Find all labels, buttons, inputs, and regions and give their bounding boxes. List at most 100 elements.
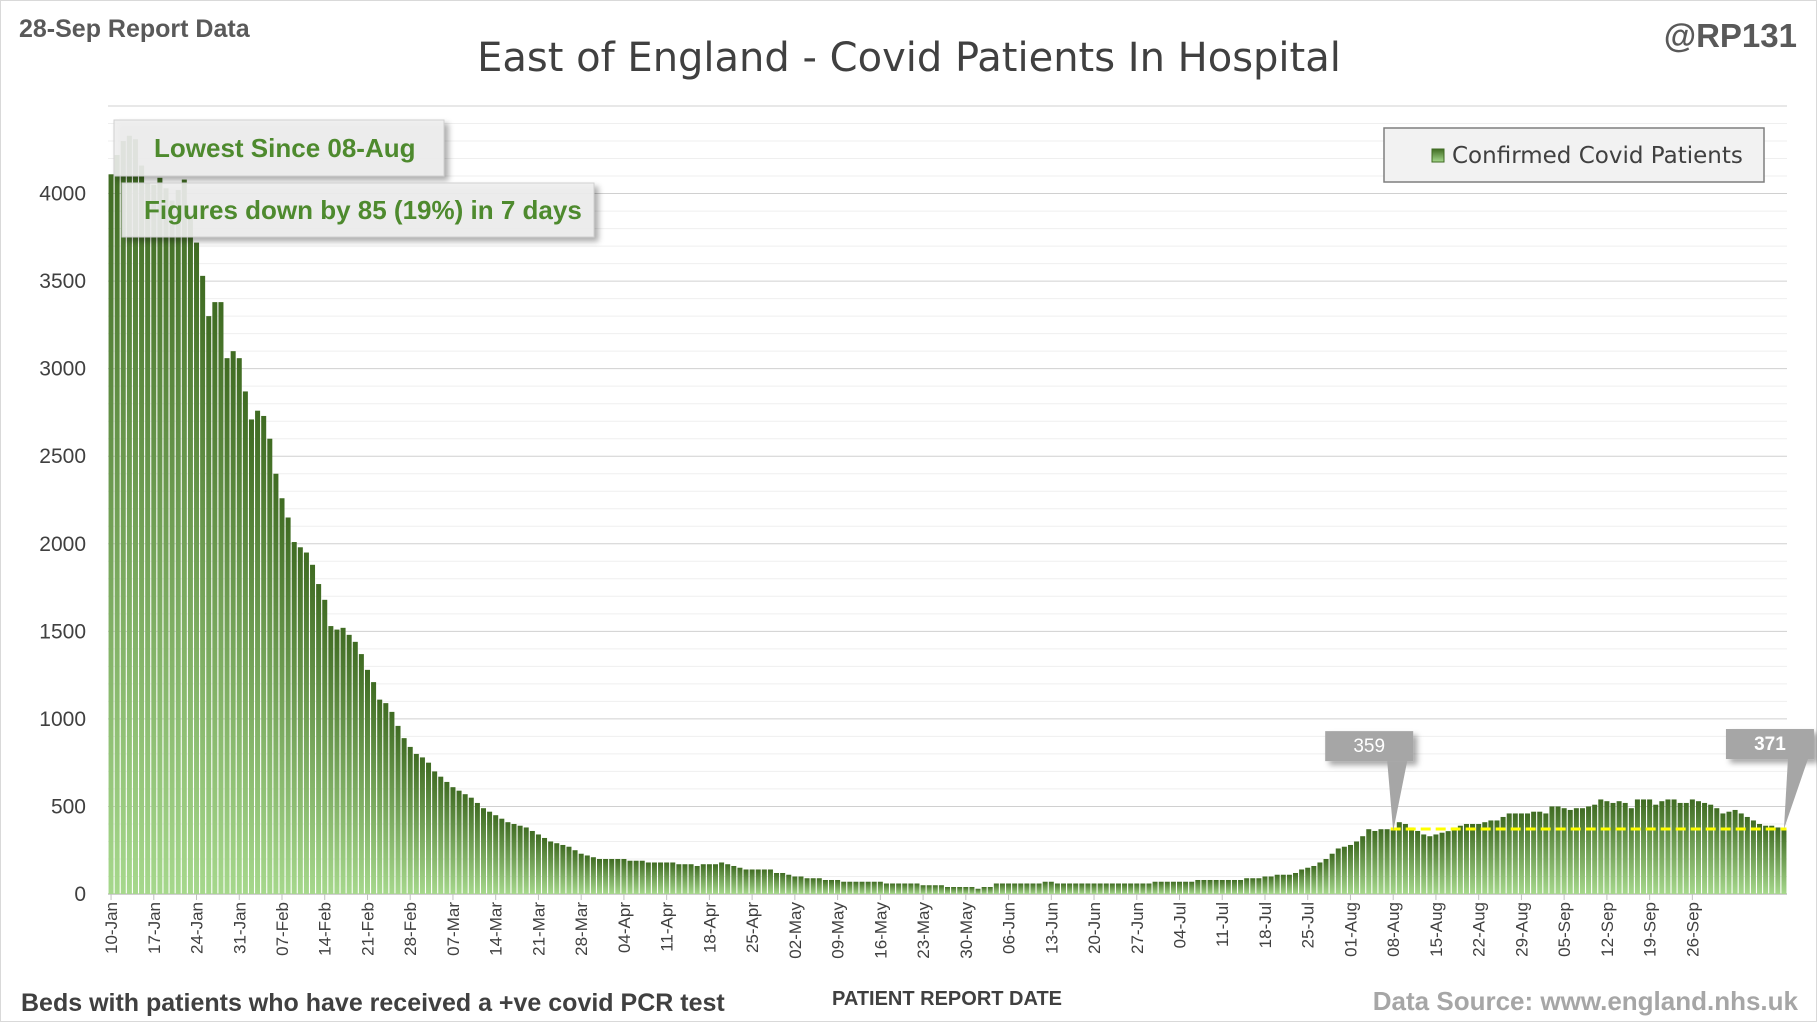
bar — [1671, 799, 1677, 894]
x-tick-label: 18-Apr — [700, 902, 719, 953]
bar — [963, 887, 969, 894]
x-tick-label: 28-Mar — [572, 902, 591, 956]
bar — [560, 844, 566, 894]
bar — [340, 627, 346, 894]
bar — [322, 599, 328, 894]
data-source: Data Source: www.england.nhs.uk — [1373, 986, 1799, 1016]
bar — [462, 794, 468, 894]
bar — [1567, 809, 1573, 894]
bar — [212, 302, 218, 894]
bar — [1598, 799, 1604, 894]
bar — [1750, 820, 1756, 894]
bar — [303, 552, 309, 894]
bar — [548, 841, 554, 894]
bar — [999, 883, 1005, 894]
bar — [1763, 825, 1769, 894]
bar — [163, 188, 169, 895]
bar — [1225, 879, 1231, 894]
x-tick-label: 14-Mar — [487, 902, 506, 956]
bar — [230, 351, 236, 894]
bar — [1561, 808, 1567, 894]
bar — [1274, 874, 1280, 894]
bar — [1152, 881, 1158, 894]
x-tick-label: 24-Jan — [188, 902, 207, 954]
bar — [896, 883, 902, 894]
bar — [468, 797, 474, 894]
bar — [1219, 879, 1225, 894]
annotation-lowest-text: Lowest Since 08-Aug — [154, 133, 416, 163]
bar — [1641, 799, 1647, 894]
bar — [1463, 823, 1469, 894]
bar — [542, 837, 548, 894]
x-tick-label: 31-Jan — [230, 902, 249, 954]
bar — [120, 141, 126, 894]
bar — [383, 703, 389, 894]
bar — [1500, 816, 1506, 894]
bar — [1372, 830, 1378, 894]
bar — [859, 881, 865, 894]
bar — [969, 887, 975, 894]
bar — [902, 883, 908, 894]
bar — [316, 584, 322, 894]
bar — [1677, 802, 1683, 894]
bar — [1158, 881, 1164, 894]
bar — [169, 200, 175, 894]
bar — [535, 834, 541, 894]
bar — [1592, 804, 1598, 894]
bar — [578, 853, 584, 894]
bar — [1286, 874, 1292, 894]
x-tick-label: 09-May — [829, 902, 848, 959]
bar — [139, 165, 145, 895]
bar — [126, 135, 132, 894]
bar — [1177, 881, 1183, 894]
bar — [187, 214, 193, 894]
callout-pointer — [1387, 761, 1408, 832]
y-tick-label: 500 — [51, 795, 86, 818]
bar — [780, 872, 786, 894]
annotation-lowest — [113, 119, 445, 177]
bar — [1329, 853, 1335, 894]
x-tick-label: 04-Jul — [1171, 902, 1190, 948]
bar — [981, 887, 987, 894]
x-tick-label: 25-Jul — [1299, 902, 1318, 948]
bar — [1207, 879, 1213, 894]
bar — [194, 242, 200, 895]
bar — [358, 654, 364, 894]
bar — [1683, 802, 1689, 894]
x-tick-label: 25-Apr — [743, 902, 762, 953]
y-tick-label: 1000 — [39, 708, 86, 731]
bar — [1476, 823, 1482, 894]
callout-label: 371 — [1754, 734, 1786, 755]
bar — [523, 827, 529, 894]
y-tick-label: 1500 — [39, 620, 86, 643]
bar — [1451, 827, 1457, 894]
bar — [798, 876, 804, 894]
bar — [200, 275, 206, 894]
x-tick-label: 01-Aug — [1341, 902, 1360, 957]
bar — [1067, 883, 1073, 894]
bar — [1256, 878, 1262, 894]
bar — [792, 876, 798, 894]
bar — [1512, 813, 1518, 894]
bar — [108, 174, 114, 895]
bar — [651, 862, 657, 894]
callout-box — [1725, 729, 1814, 760]
author-handle: @RP131 — [1664, 17, 1797, 54]
bar — [694, 865, 700, 894]
bar — [676, 864, 682, 894]
report-date-label: 28-Sep Report Data — [19, 15, 251, 43]
bar — [1079, 883, 1085, 894]
bar — [1506, 813, 1512, 894]
x-tick-label: 18-Jul — [1256, 902, 1275, 948]
bar — [450, 787, 456, 894]
bar — [1323, 858, 1329, 894]
y-tick-label: 4000 — [39, 183, 86, 206]
x-tick-label: 11-Apr — [658, 902, 677, 952]
legend-label: Confirmed Covid Patients — [1452, 143, 1743, 169]
x-tick-label: 16-May — [871, 902, 890, 959]
bar — [224, 358, 230, 894]
bar — [1482, 822, 1488, 894]
callout-box — [1325, 731, 1414, 762]
bar — [267, 438, 273, 894]
bar — [145, 183, 151, 895]
